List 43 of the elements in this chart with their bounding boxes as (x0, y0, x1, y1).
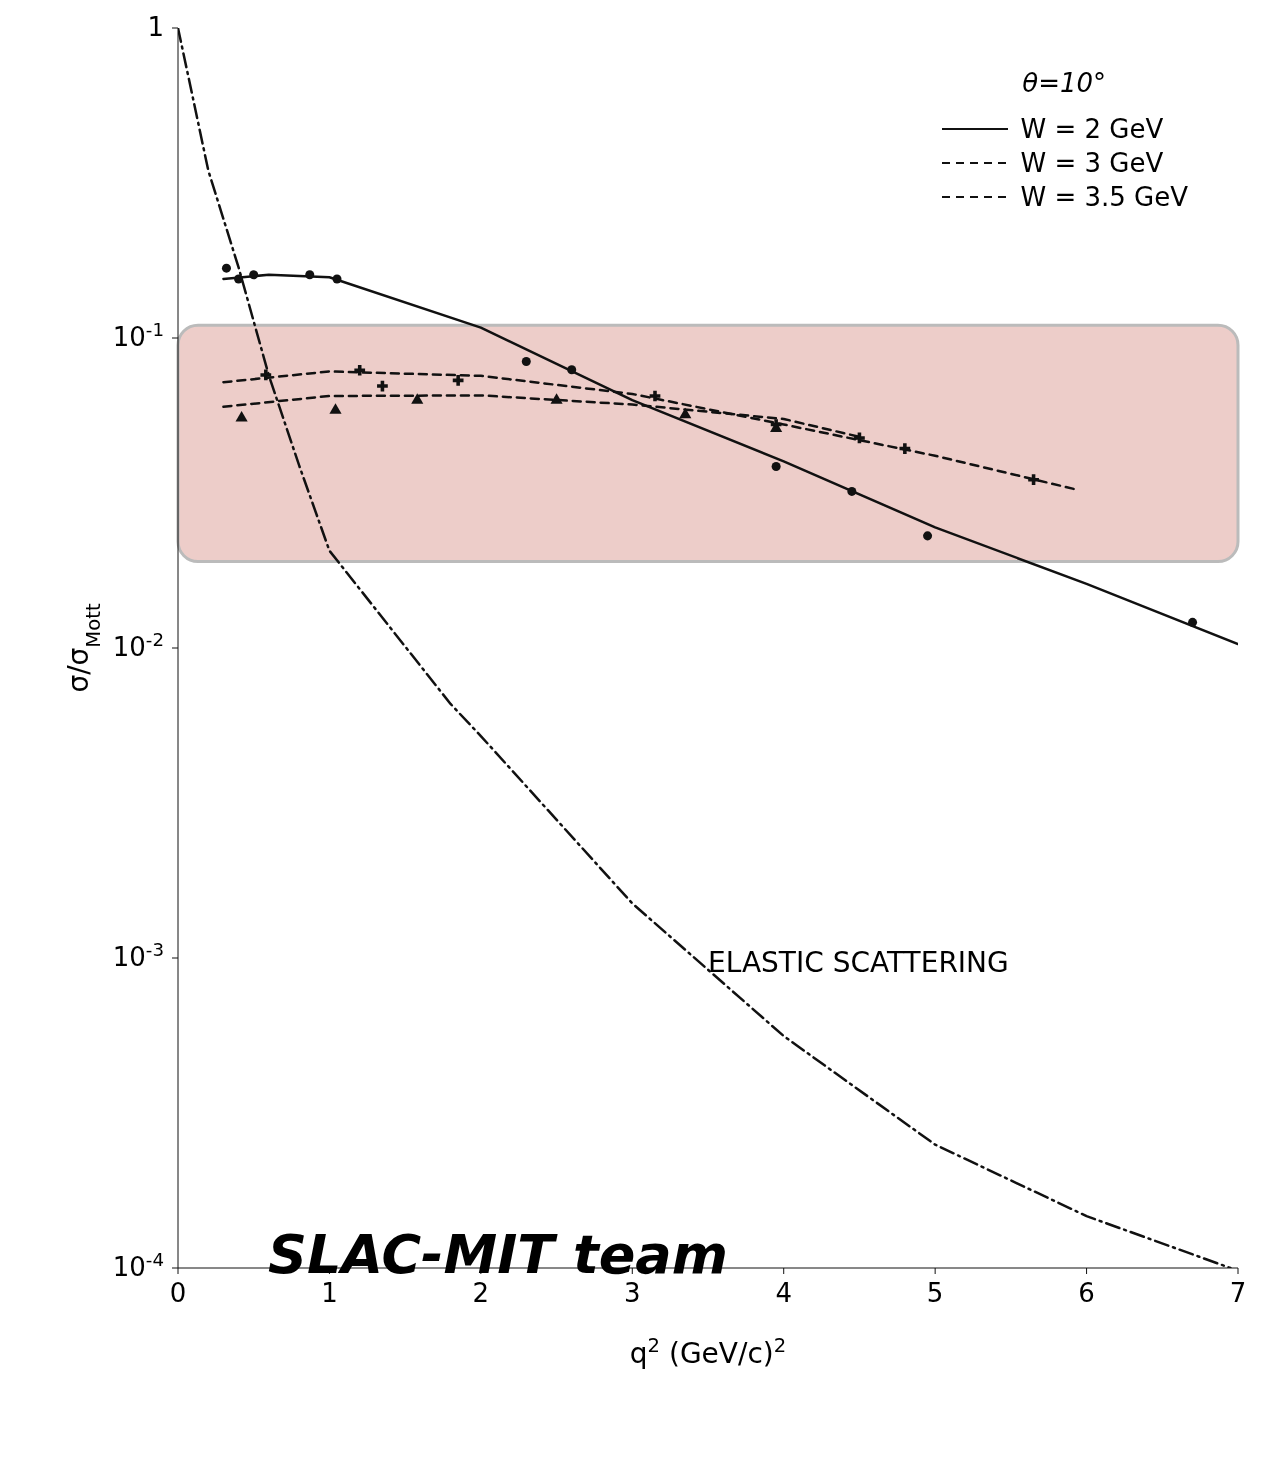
point (221, 263, 231, 273)
point (1028, 474, 1039, 486)
point (249, 270, 259, 280)
y-tick-label: 1 (147, 12, 164, 42)
point (649, 390, 661, 402)
x-tick-label: 0 (169, 1278, 187, 1308)
legend-label: W = 3.5 GeV (1020, 182, 1188, 212)
annotation: ELASTIC SCATTERING (708, 946, 1009, 980)
point (305, 270, 315, 280)
point (679, 407, 692, 419)
point (377, 380, 388, 392)
point (332, 274, 342, 284)
legend-label: W = 2 GeV (1020, 114, 1164, 144)
x-tick-label: 2 (472, 1278, 490, 1308)
point (234, 274, 244, 284)
point (567, 365, 577, 375)
point (771, 462, 781, 472)
legend-title: θ=10° (1021, 68, 1108, 98)
x-tick-label: 3 (624, 1278, 641, 1308)
y-tick-label: 10$^{-1}$ (112, 318, 164, 352)
point (1188, 617, 1198, 627)
point (899, 443, 911, 454)
legend-label: W = 3 GeV (1020, 148, 1164, 178)
y-tick-label: 10$^{-2}$ (112, 628, 164, 662)
point (260, 369, 272, 381)
point (452, 375, 464, 386)
line-series (222, 273, 1238, 646)
point (411, 393, 424, 404)
y-tick-label: 10$^{-4}$ (112, 1248, 164, 1282)
x-tick-label: 5 (926, 1278, 944, 1308)
point (235, 410, 248, 422)
x-tick-label: 6 (1078, 1278, 1095, 1308)
point (521, 356, 531, 366)
point (923, 531, 933, 541)
x-tick-label: 4 (775, 1278, 792, 1308)
x-axis-title: q$^{2}$ (GeV/c)$^{2}$ (629, 1333, 787, 1370)
point (550, 393, 563, 404)
point (329, 403, 342, 414)
y-tick-label: 10$^{-3}$ (112, 938, 164, 972)
point (847, 486, 857, 496)
point (354, 364, 366, 376)
x-tick-label: 7 (1229, 1278, 1247, 1308)
point (854, 432, 865, 444)
